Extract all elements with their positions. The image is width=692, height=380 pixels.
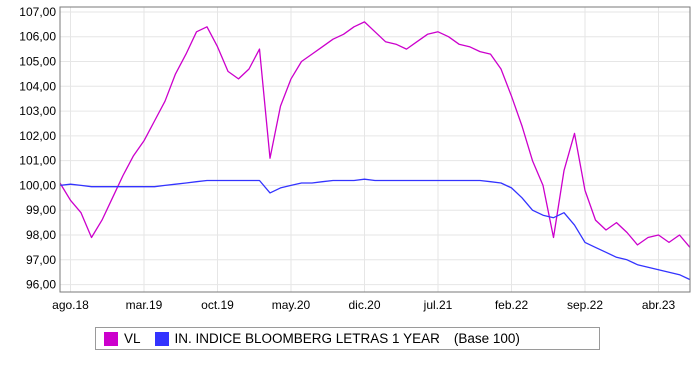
legend-label-index: IN. INDICE BLOOMBERG LETRAS 1 YEAR xyxy=(174,331,440,346)
y-tick-label: 99,00 xyxy=(26,203,56,217)
series-lines xyxy=(59,21,691,281)
x-tick-label: sep.22 xyxy=(567,298,603,312)
y-tick-label: 102,00 xyxy=(19,129,56,143)
series-line-1 xyxy=(59,178,691,281)
x-tick-label: oct.19 xyxy=(201,298,234,312)
legend-base-note: (Base 100) xyxy=(453,331,520,346)
x-tick-label: may.20 xyxy=(272,298,311,312)
y-tick-label: 101,00 xyxy=(19,154,56,168)
y-tick-label: 107,00 xyxy=(19,5,56,19)
y-tick-label: 103,00 xyxy=(19,104,56,118)
x-axis-ticks: ago.18 mar.19 oct.19 may.20 dic.20 jul.21 feb.… xyxy=(52,298,675,312)
legend-item-index: IN. INDICE BLOOMBERG LETRAS 1 YEAR xyxy=(154,331,440,346)
x-tick-label: mar.19 xyxy=(126,298,163,312)
y-tick-label: 98,00 xyxy=(26,228,56,242)
legend: VL IN. INDICE BLOOMBERG LETRAS 1 YEAR (B… xyxy=(95,327,600,350)
series-line-0 xyxy=(59,21,691,248)
y-tick-label: 104,00 xyxy=(19,79,56,93)
x-tick-label: ago.18 xyxy=(52,298,89,312)
legend-item-vl: VL xyxy=(104,331,141,346)
legend-label-vl: VL xyxy=(124,331,141,346)
y-tick-label: 100,00 xyxy=(19,178,56,192)
legend-swatch-index xyxy=(154,331,169,346)
plot-frame xyxy=(59,6,691,293)
y-tick-label: 96,00 xyxy=(26,278,56,292)
y-axis-ticks: 96,00 97,00 98,00 99,00 100,00 101,00 102,00 10… xyxy=(19,5,56,292)
y-tick-label: 97,00 xyxy=(26,253,56,267)
y-tick-label: 105,00 xyxy=(19,55,56,69)
x-tick-label: jul.21 xyxy=(423,298,453,312)
legend-swatch-vl xyxy=(104,331,118,346)
y-tick-label: 106,00 xyxy=(19,30,56,44)
x-tick-label: abr.23 xyxy=(642,298,676,312)
x-tick-label: dic.20 xyxy=(348,298,380,312)
x-tick-label: feb.22 xyxy=(495,298,529,312)
grid-lines xyxy=(60,7,690,292)
